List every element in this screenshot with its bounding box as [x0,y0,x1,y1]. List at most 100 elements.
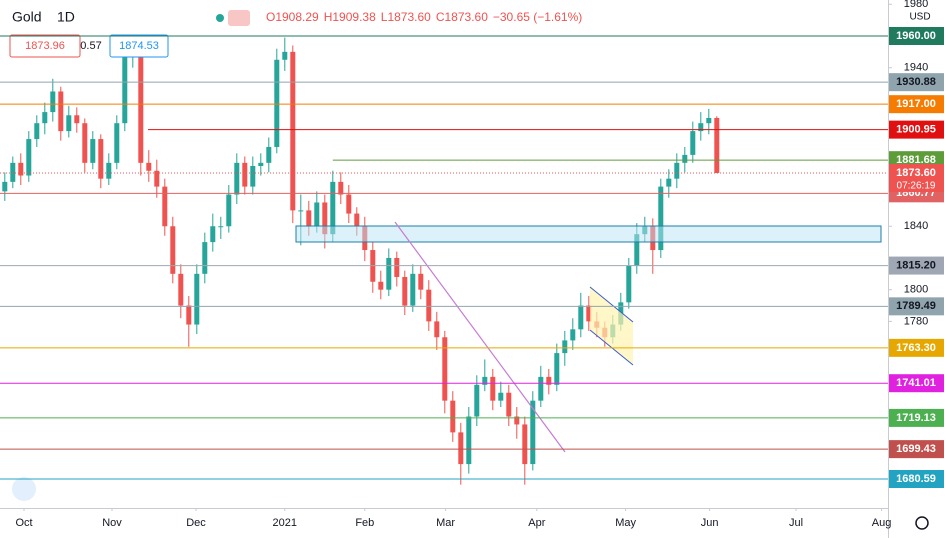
buy-box[interactable] [109,34,169,58]
candle-body [402,276,408,306]
x-tick-label: Dec [186,517,206,529]
candle-body [50,91,56,113]
last-price-tag [889,163,944,192]
candle-body [418,273,424,290]
x-tick-label: Jun [701,517,719,529]
candle-body [570,329,576,341]
candle-body [458,432,464,465]
ask: 1874.53 [119,40,159,52]
candle-body [346,194,352,214]
currency: USD [909,12,930,23]
x-tick-label: Apr [528,517,545,529]
price-level-tag [889,408,944,427]
price-level-label: 1699.43 [896,443,936,455]
candle-body [282,51,288,60]
candle-body [450,400,456,433]
y-tick-label: 1840 [904,220,928,232]
candle-body [322,202,328,235]
price-level-tag [889,338,944,357]
candle-body [410,273,416,306]
candle-body [82,123,88,163]
candle-body [474,384,480,417]
x-tick-label: Mar [436,517,455,529]
candle-body [26,139,32,176]
candle-body [306,210,312,227]
x-tick-label: May [615,517,636,529]
candle-body [2,181,8,192]
logo [12,477,36,501]
support-zone [295,225,882,243]
price-level-label: 1741.01 [896,377,936,389]
ohlc-value: −30.65 (−1.61%) [493,10,582,24]
candle-body [706,117,712,124]
candle-body [626,265,632,303]
ohlc-value: C1873.60 [436,10,488,24]
spread: 0.57 [80,40,101,52]
interval: 1D [57,9,75,25]
candle-body [234,162,240,195]
candle-body [138,51,144,163]
candle-body [290,51,296,211]
y-tick-label: 1780 [904,315,928,327]
candle-body [266,146,272,163]
candle-body [674,162,680,179]
candle-body [658,186,664,251]
candle-body [242,162,248,187]
candle-body [194,273,200,325]
price-level-tag [889,297,944,316]
trend-line [394,221,566,453]
candle-body [186,305,192,325]
candle-body [434,321,440,338]
candle-body [442,337,448,401]
candle-body [90,139,96,163]
countdown: 07:26:19 [897,181,936,192]
flag-line [589,286,634,323]
ticker-badge[interactable] [228,10,250,26]
candle-body [498,392,504,401]
x-tick-label: Nov [102,517,122,529]
ohlc-value: H1909.38 [324,10,376,24]
symbol: Gold [12,9,42,25]
x-tick-label: Jul [789,517,803,529]
candle-body [546,376,552,385]
candle-body [530,400,536,465]
candle-body [690,131,696,155]
ohlc-value: L1873.60 [381,10,431,24]
price-level-label: 1900.95 [896,124,936,136]
price-level-tag [889,95,944,114]
candle-body [330,181,336,235]
price-level-tag [889,470,944,489]
candle-body [106,162,112,179]
status-dot [216,14,224,22]
y-tick-label: 1800 [904,284,928,296]
candle-body [58,91,64,132]
candle-body [250,166,256,187]
legend: Gold 1D 1873.96 0.57 1874.53 [9,9,250,58]
candle-body [210,226,216,243]
candle-body [338,181,344,195]
x-tick-label: Aug [872,517,892,529]
settings-button[interactable] [915,516,929,530]
candle-body [10,162,16,182]
candle-body [170,226,176,274]
candle-body [634,234,640,266]
candle-body [258,162,264,167]
candle-body [514,416,520,425]
candle-body [386,257,392,290]
bid: 1873.96 [25,40,65,52]
y-tick-label: 1940 [904,62,928,74]
price-level-tag [889,440,944,459]
candle-body [666,178,672,187]
candle-body [274,59,280,147]
candle-body [178,273,184,306]
y-tick-label: 1980 [904,0,928,10]
candle-body [42,112,48,124]
price-level-label: 1917.00 [896,98,936,110]
candle-body [538,376,544,401]
price-level-label: 1815.20 [896,259,936,271]
price-level-label: 1680.59 [896,473,936,485]
sell-box[interactable] [9,34,81,58]
x-tick-label: Feb [355,517,374,529]
candle-body [394,257,400,277]
